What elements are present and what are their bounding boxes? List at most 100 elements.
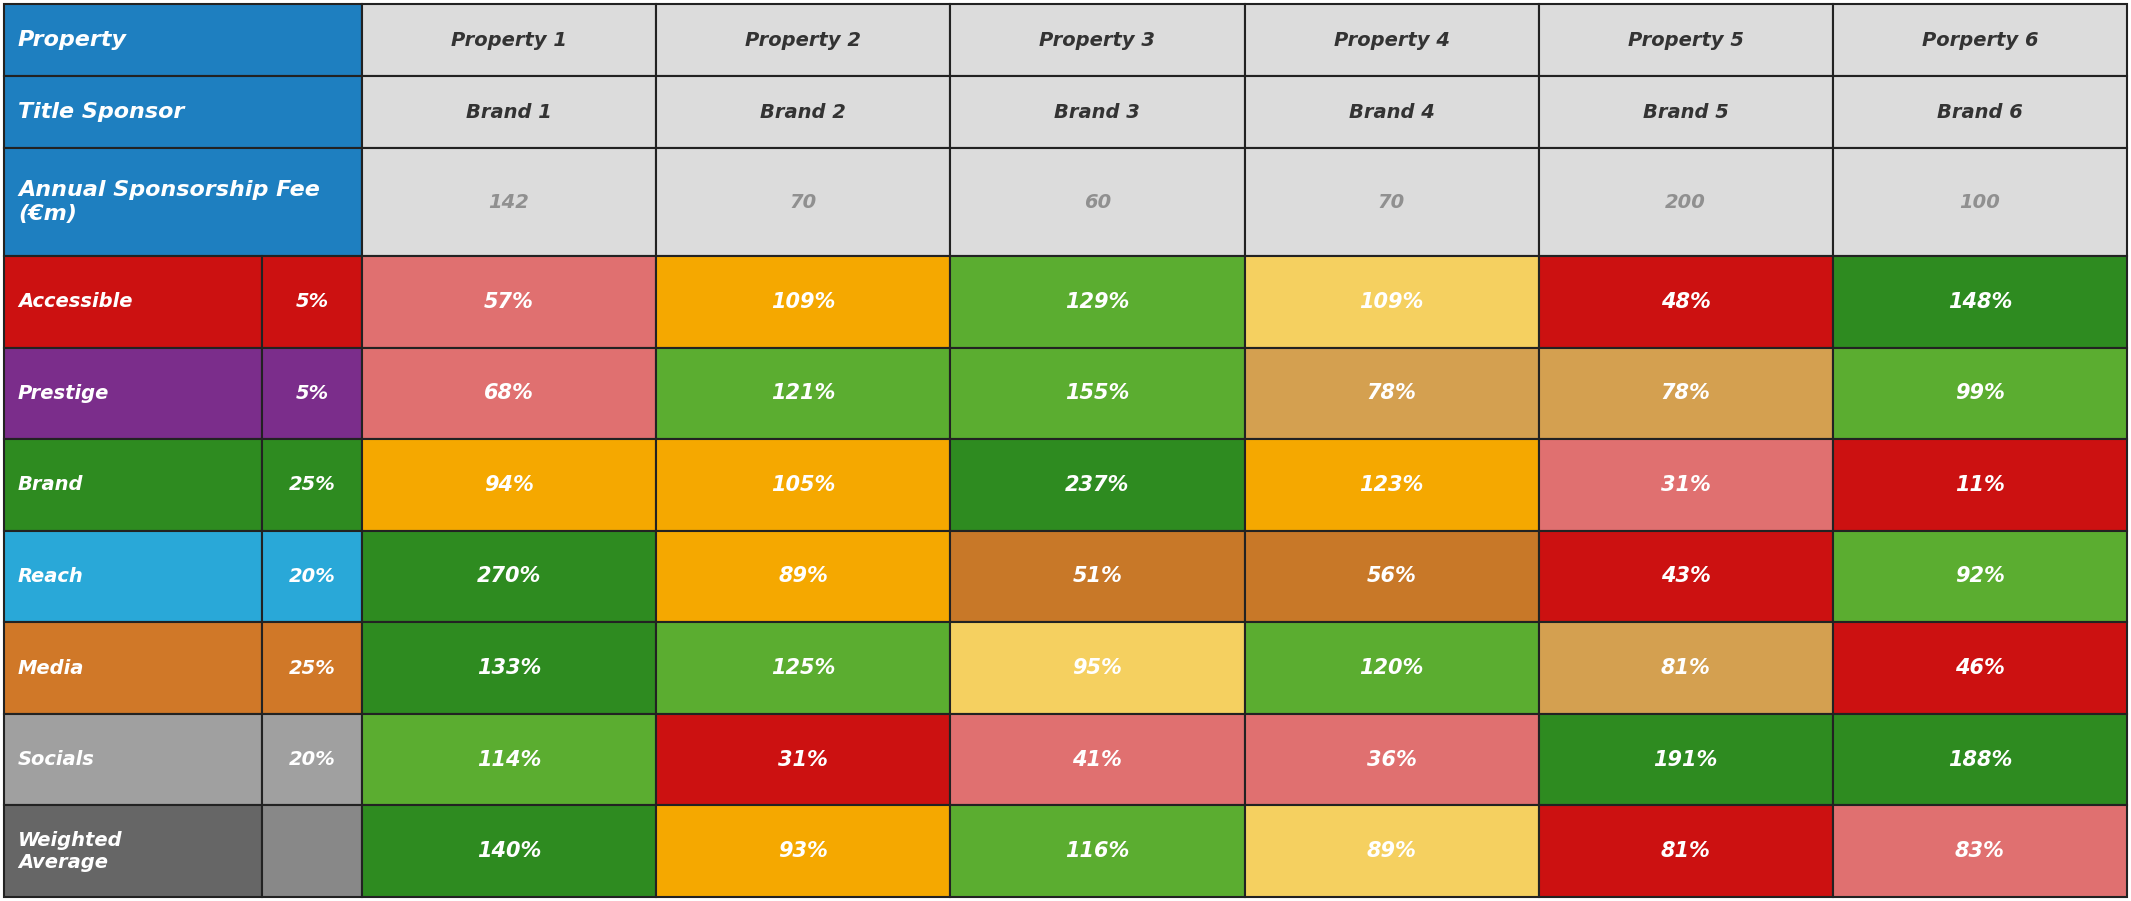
- Text: 46%: 46%: [1954, 658, 2005, 678]
- Text: Brand 5: Brand 5: [1643, 103, 1728, 122]
- Bar: [1245, 531, 1539, 623]
- Bar: [1245, 4, 1539, 76]
- Bar: [656, 439, 950, 531]
- Text: 93%: 93%: [778, 842, 829, 861]
- Bar: [362, 805, 656, 897]
- Text: 188%: 188%: [1948, 750, 2012, 769]
- Bar: [1833, 148, 2127, 256]
- Text: 89%: 89%: [1366, 842, 1417, 861]
- Bar: [656, 805, 950, 897]
- Text: 31%: 31%: [778, 750, 829, 769]
- Text: Property 1: Property 1: [452, 31, 567, 50]
- Text: Brand: Brand: [17, 476, 83, 495]
- Text: Property 4: Property 4: [1334, 31, 1449, 50]
- Text: Socials: Socials: [17, 751, 96, 769]
- Bar: [1539, 531, 1833, 623]
- Bar: [950, 439, 1245, 531]
- Text: Weighted
Average: Weighted Average: [17, 831, 124, 871]
- Text: 116%: 116%: [1066, 842, 1129, 861]
- Bar: [362, 4, 656, 76]
- Text: 105%: 105%: [771, 475, 835, 495]
- Text: Media: Media: [17, 659, 85, 678]
- Text: 51%: 51%: [1072, 567, 1123, 587]
- Text: 20%: 20%: [288, 751, 335, 769]
- Bar: [1539, 256, 1833, 348]
- Bar: [362, 348, 656, 439]
- Text: 114%: 114%: [477, 750, 541, 769]
- Text: 200: 200: [1664, 193, 1707, 212]
- Bar: [1245, 148, 1539, 256]
- Text: Brand 2: Brand 2: [761, 103, 846, 122]
- Bar: [1833, 805, 2127, 897]
- Bar: [262, 531, 362, 623]
- Bar: [262, 714, 362, 805]
- Bar: [656, 714, 950, 805]
- Bar: [1245, 256, 1539, 348]
- Text: Title Sponsor: Title Sponsor: [17, 102, 185, 122]
- Text: 129%: 129%: [1066, 292, 1129, 312]
- Text: 60: 60: [1085, 193, 1110, 212]
- Text: Reach: Reach: [17, 567, 83, 586]
- Text: Annual Sponsorship Fee
(€m): Annual Sponsorship Fee (€m): [17, 180, 320, 223]
- Bar: [362, 714, 656, 805]
- Bar: [1539, 714, 1833, 805]
- Bar: [262, 805, 362, 897]
- Text: 148%: 148%: [1948, 292, 2012, 312]
- Text: 68%: 68%: [484, 383, 535, 404]
- Bar: [262, 623, 362, 714]
- Text: 100: 100: [1961, 193, 2001, 212]
- Text: 142: 142: [488, 193, 528, 212]
- Text: 140%: 140%: [477, 842, 541, 861]
- Bar: [656, 256, 950, 348]
- Bar: [362, 623, 656, 714]
- Text: 70: 70: [791, 193, 816, 212]
- Text: 20%: 20%: [288, 567, 335, 586]
- Bar: [950, 76, 1245, 148]
- Text: 125%: 125%: [771, 658, 835, 678]
- Bar: [362, 76, 656, 148]
- Bar: [950, 256, 1245, 348]
- Bar: [1833, 714, 2127, 805]
- Bar: [656, 148, 950, 256]
- Text: 70: 70: [1379, 193, 1404, 212]
- Text: 92%: 92%: [1954, 567, 2005, 587]
- Bar: [4, 148, 362, 256]
- Bar: [4, 805, 262, 897]
- Bar: [1539, 76, 1833, 148]
- Bar: [1833, 348, 2127, 439]
- Bar: [1245, 805, 1539, 897]
- Bar: [656, 623, 950, 714]
- Text: Property 2: Property 2: [746, 31, 861, 50]
- Text: 11%: 11%: [1954, 475, 2005, 495]
- Bar: [950, 805, 1245, 897]
- Text: 109%: 109%: [1360, 292, 1424, 312]
- Text: Brand 4: Brand 4: [1349, 103, 1434, 122]
- Bar: [4, 531, 262, 623]
- Text: Brand 3: Brand 3: [1055, 103, 1140, 122]
- Text: 81%: 81%: [1660, 842, 1711, 861]
- Text: 270%: 270%: [477, 567, 541, 587]
- Bar: [362, 531, 656, 623]
- Text: 155%: 155%: [1066, 383, 1129, 404]
- Text: 81%: 81%: [1660, 658, 1711, 678]
- Bar: [1833, 76, 2127, 148]
- Bar: [1833, 4, 2127, 76]
- Text: 43%: 43%: [1660, 567, 1711, 587]
- Bar: [656, 531, 950, 623]
- Bar: [1833, 531, 2127, 623]
- Text: 36%: 36%: [1366, 750, 1417, 769]
- Bar: [950, 348, 1245, 439]
- Bar: [4, 348, 262, 439]
- Bar: [1539, 4, 1833, 76]
- Text: Brand 6: Brand 6: [1937, 103, 2022, 122]
- Bar: [950, 4, 1245, 76]
- Text: 121%: 121%: [771, 383, 835, 404]
- Bar: [1539, 439, 1833, 531]
- Text: 5%: 5%: [296, 292, 328, 311]
- Text: Property 3: Property 3: [1040, 31, 1155, 50]
- Text: 120%: 120%: [1360, 658, 1424, 678]
- Text: Accessible: Accessible: [17, 292, 132, 311]
- Bar: [950, 531, 1245, 623]
- Bar: [1833, 439, 2127, 531]
- Text: Property: Property: [17, 30, 128, 50]
